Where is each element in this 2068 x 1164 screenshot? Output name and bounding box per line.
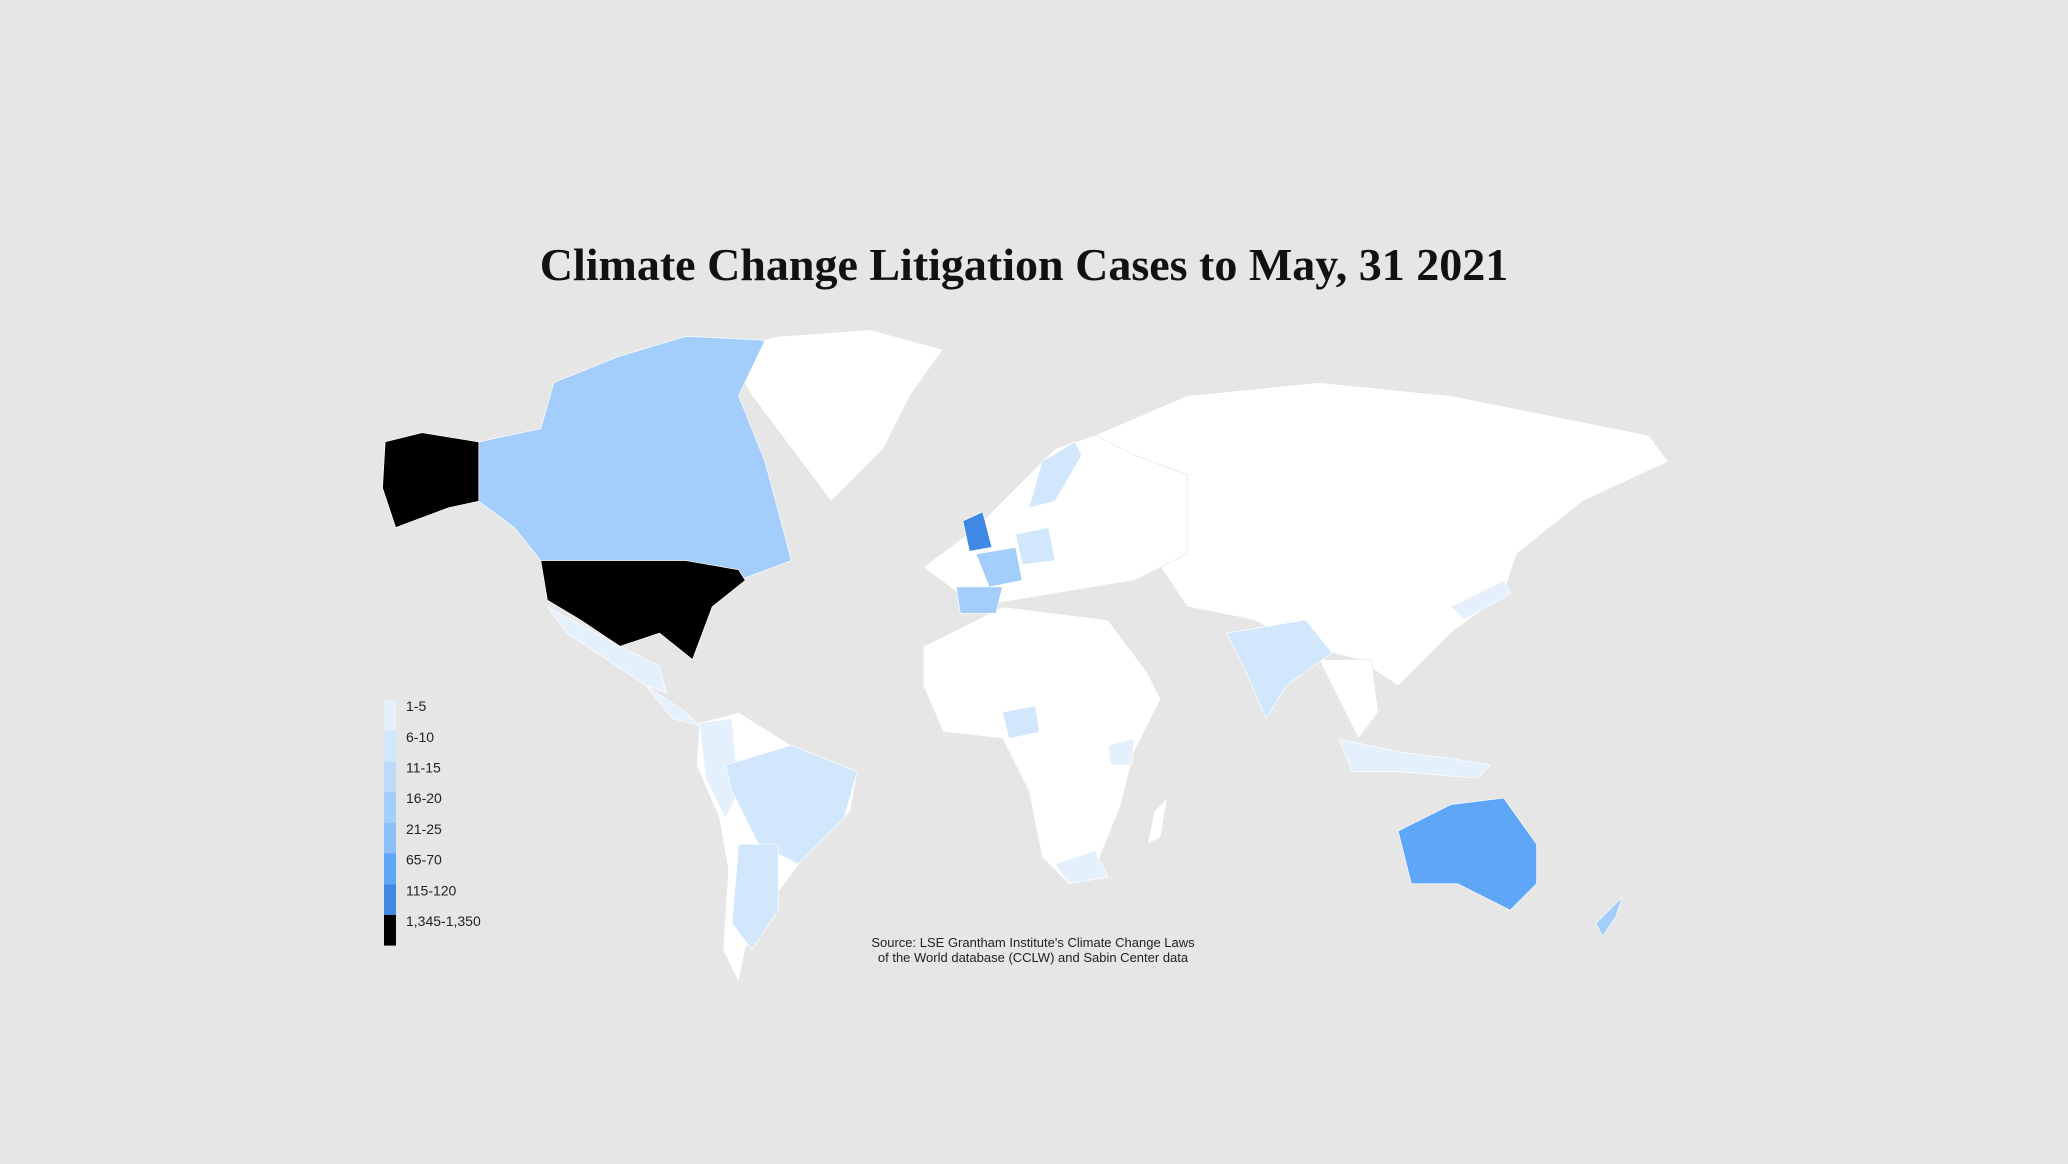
nigeria [1002, 705, 1040, 740]
legend-label: 11-15 [406, 759, 441, 775]
india [1226, 619, 1333, 720]
kenya [1107, 738, 1135, 766]
mexico [547, 606, 667, 693]
scandinavia [1028, 441, 1082, 509]
legend-swatch [384, 761, 396, 793]
alaska [382, 432, 480, 529]
spain [955, 586, 1003, 614]
legend-swatch [384, 884, 396, 915]
legend-swatch [384, 792, 396, 823]
australia [1397, 797, 1537, 911]
legend-label: 65-70 [406, 852, 442, 868]
legend-label: 16-20 [406, 790, 442, 806]
legend-label: 115-120 [406, 882, 457, 898]
legend-swatch [384, 822, 396, 854]
legend-swatch [384, 853, 396, 885]
japan [1450, 579, 1511, 621]
legend-swatch [384, 914, 396, 946]
legend-swatch [384, 730, 396, 762]
legend-label: 1,345-1,350 [406, 913, 481, 929]
france [975, 547, 1023, 588]
source-line: of the World database (CCLW) and Sabin C… [878, 950, 1189, 965]
madagascar [1146, 796, 1168, 845]
uk [962, 511, 993, 552]
legend-swatch [384, 700, 396, 731]
greenland [724, 329, 944, 502]
south-africa [1054, 850, 1109, 885]
legend: 1-5 6-10 11-15 16-20 21-25 65-70 115-120 1,345-… [384, 698, 481, 946]
world-map [382, 329, 1670, 984]
argentina [731, 843, 779, 951]
legend-label: 6-10 [406, 729, 434, 745]
indonesia [1338, 738, 1492, 779]
canada [478, 336, 792, 581]
usa [540, 560, 746, 661]
southeast-asia [1318, 659, 1379, 740]
germany [1015, 527, 1056, 565]
legend-label: 21-25 [406, 821, 442, 837]
andes [698, 718, 739, 819]
new-zealand [1595, 896, 1623, 938]
legend-label: 1-5 [406, 698, 426, 714]
source-line: Source: LSE Grantham Institute's Climate… [871, 935, 1195, 950]
map-title: Climate Change Litigation Cases to May, … [540, 239, 1509, 290]
brazil [725, 744, 858, 865]
central-america [646, 685, 701, 727]
